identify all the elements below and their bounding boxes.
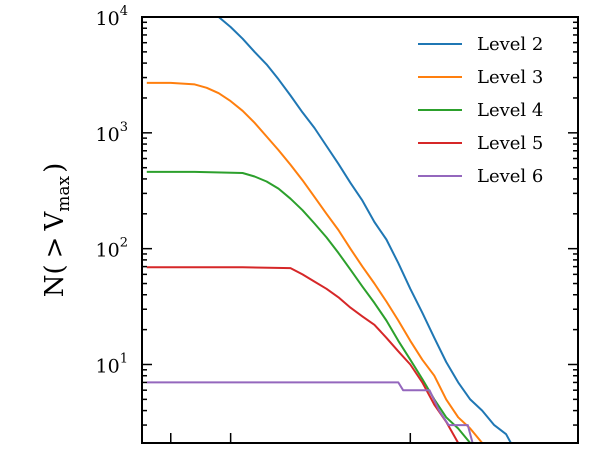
y-tick-label-base: 10 [96, 355, 120, 377]
plot-frame [141, 16, 579, 444]
y-tick-label: 103 [96, 120, 128, 146]
ylabel-var: V [40, 211, 70, 232]
y-tick-label: 102 [96, 236, 128, 262]
x-ticks [169, 433, 412, 443]
y-tick-label-base: 10 [96, 240, 120, 262]
series-line-5 [146, 381, 474, 443]
y-tick-label: 104 [96, 4, 128, 30]
legend-label-3: Level 4 [477, 100, 543, 121]
ylabel-sub: max [54, 176, 74, 212]
y-axis-label: N( > Vmax) [40, 163, 74, 297]
ylabel-close: ) [40, 163, 70, 173]
series-line-3 [146, 170, 471, 443]
legend: Level 2 Level 3 Level 4 Level 5 Level 6 [418, 34, 543, 187]
y-tick-label-exponent: 3 [120, 120, 128, 135]
legend-label-1: Level 2 [477, 34, 543, 55]
svg-text:N(>Vmax): N( > Vmax) [40, 163, 74, 297]
series-line-1 [218, 17, 512, 443]
ylabel-main: N( [40, 264, 70, 297]
series-line-2 [146, 81, 483, 443]
y-tick-label-base: 10 [96, 124, 120, 146]
series-line-4 [146, 266, 460, 443]
y-tick-label-exponent: 1 [120, 351, 128, 366]
y-tick-label: 101 [96, 351, 128, 377]
legend-label-2: Level 3 [477, 67, 543, 88]
y-tick-label-base: 10 [96, 8, 120, 30]
series-layer [146, 17, 512, 443]
legend-label-5: Level 6 [477, 166, 543, 187]
y-tick-label-exponent: 2 [120, 236, 128, 251]
legend-label-4: Level 5 [477, 133, 543, 154]
y-tick-label-exponent: 4 [120, 4, 128, 19]
ylabel-operator: > [40, 237, 70, 259]
